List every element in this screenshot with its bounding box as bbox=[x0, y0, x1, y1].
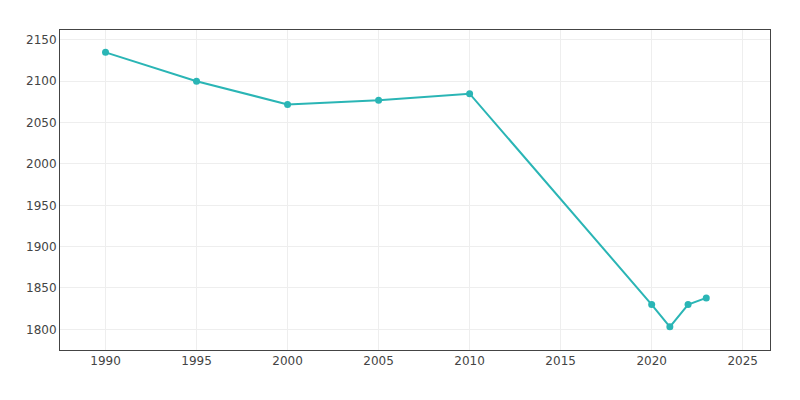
svg-text:1990: 1990 bbox=[90, 354, 121, 368]
svg-text:2150: 2150 bbox=[26, 33, 57, 47]
svg-text:2100: 2100 bbox=[26, 74, 57, 88]
svg-text:1950: 1950 bbox=[26, 199, 57, 213]
svg-text:1995: 1995 bbox=[181, 354, 212, 368]
svg-text:2015: 2015 bbox=[545, 354, 576, 368]
svg-text:2005: 2005 bbox=[363, 354, 394, 368]
svg-text:1800: 1800 bbox=[26, 323, 57, 337]
svg-text:2010: 2010 bbox=[454, 354, 485, 368]
svg-text:2000: 2000 bbox=[272, 354, 303, 368]
svg-text:2000: 2000 bbox=[26, 157, 57, 171]
svg-text:2020: 2020 bbox=[636, 354, 667, 368]
svg-text:1900: 1900 bbox=[26, 240, 57, 254]
svg-text:2050: 2050 bbox=[26, 116, 57, 130]
svg-text:1850: 1850 bbox=[26, 281, 57, 295]
svg-text:2025: 2025 bbox=[727, 354, 758, 368]
